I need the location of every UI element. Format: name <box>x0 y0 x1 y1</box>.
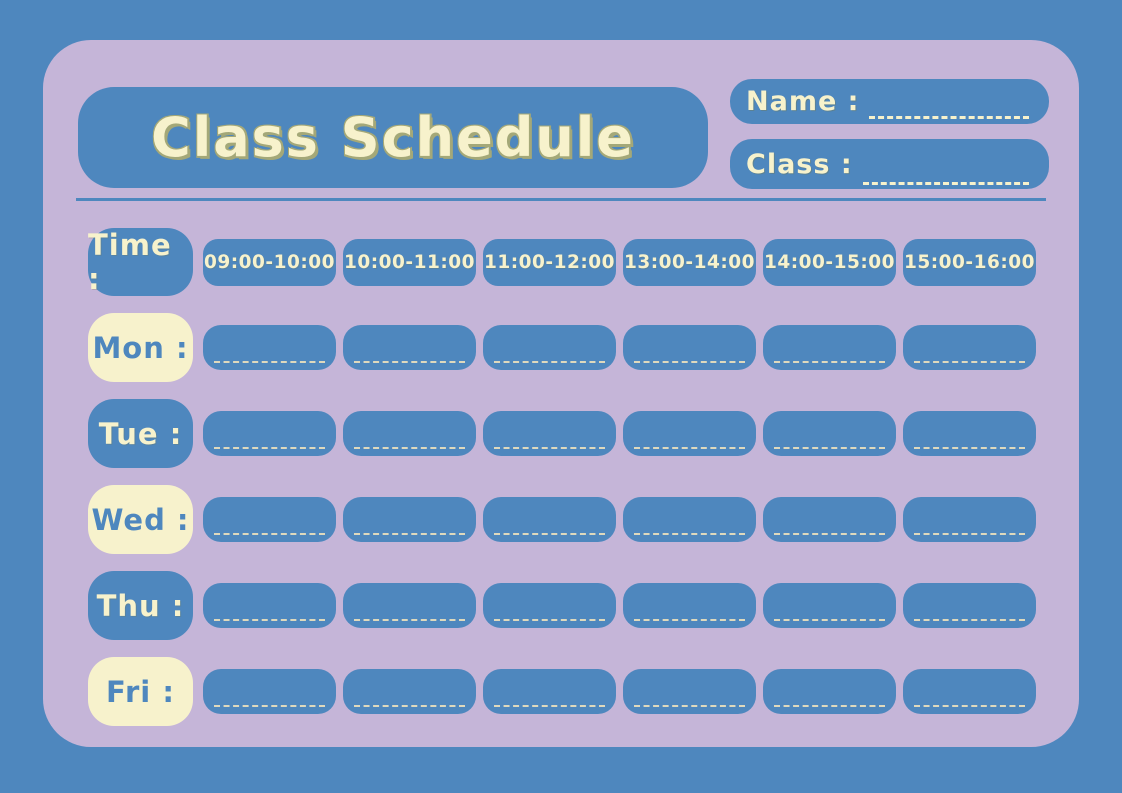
day-row-mon: Mon : <box>88 313 1043 382</box>
cell-write-line <box>634 619 745 621</box>
schedule-grid: Time :09:00-10:00 10:00-11:00 11:00-12:00 1… <box>88 228 1043 743</box>
day-row-thu: Thu : <box>88 571 1043 640</box>
header-divider <box>76 198 1046 201</box>
class-write-line[interactable] <box>862 135 1029 185</box>
schedule-cell[interactable] <box>623 497 756 542</box>
cell-write-line <box>354 619 465 621</box>
name-field[interactable]: Name : <box>730 79 1049 124</box>
schedule-cell[interactable] <box>903 325 1036 370</box>
cell-write-line <box>914 619 1025 621</box>
cell-write-line <box>634 705 745 707</box>
time-slot: 11:00-12:00 <box>483 238 616 286</box>
day-label-fri: Fri : <box>88 657 193 726</box>
day-label-thu: Thu : <box>88 571 193 640</box>
cell-write-line <box>354 447 465 449</box>
schedule-cell[interactable] <box>623 583 756 628</box>
schedule-cell[interactable] <box>763 325 896 370</box>
cell-write-line <box>634 361 745 363</box>
title-box: Class Schedule <box>78 87 708 188</box>
schedule-cell[interactable] <box>203 411 336 456</box>
cell-write-line <box>494 705 605 707</box>
schedule-cell[interactable] <box>903 497 1036 542</box>
cell-write-line <box>634 533 745 535</box>
day-label-tue: Tue : <box>88 399 193 468</box>
schedule-cell[interactable] <box>903 583 1036 628</box>
schedule-cell[interactable] <box>763 411 896 456</box>
cell-write-line <box>494 361 605 363</box>
class-field[interactable]: Class : <box>730 139 1049 189</box>
cell-write-line <box>214 619 325 621</box>
schedule-cell[interactable] <box>343 325 476 370</box>
page-title: Class Schedule <box>151 106 635 169</box>
time-slot: 10:00-11:00 <box>343 238 476 286</box>
cell-write-line <box>494 447 605 449</box>
cell-write-line <box>774 619 885 621</box>
schedule-cell[interactable] <box>483 411 616 456</box>
schedule-cell[interactable] <box>763 583 896 628</box>
cell-write-line <box>774 533 885 535</box>
cell-write-line <box>354 361 465 363</box>
cell-write-line <box>214 705 325 707</box>
day-label-wed: Wed : <box>88 485 193 554</box>
schedule-cell[interactable] <box>343 669 476 714</box>
time-slot: 13:00-14:00 <box>623 238 756 286</box>
schedule-cell[interactable] <box>483 497 616 542</box>
schedule-cell[interactable] <box>763 497 896 542</box>
cell-write-line <box>774 705 885 707</box>
schedule-cell[interactable] <box>483 583 616 628</box>
cell-write-line <box>774 361 885 363</box>
name-write-line[interactable] <box>869 74 1029 119</box>
schedule-cell[interactable] <box>343 411 476 456</box>
schedule-cell[interactable] <box>903 669 1036 714</box>
class-field-label: Class : <box>746 148 853 180</box>
cell-write-line <box>494 533 605 535</box>
schedule-cell[interactable] <box>203 325 336 370</box>
schedule-cell[interactable] <box>203 583 336 628</box>
day-row-wed: Wed : <box>88 485 1043 554</box>
cell-write-line <box>214 447 325 449</box>
schedule-cell[interactable] <box>483 669 616 714</box>
day-row-tue: Tue : <box>88 399 1043 468</box>
time-slot: 15:00-16:00 <box>903 238 1036 286</box>
cell-write-line <box>914 447 1025 449</box>
cell-write-line <box>214 361 325 363</box>
cell-write-line <box>914 705 1025 707</box>
schedule-cell[interactable] <box>903 411 1036 456</box>
schedule-cell[interactable] <box>623 325 756 370</box>
cell-write-line <box>494 619 605 621</box>
name-field-label: Name : <box>746 86 860 117</box>
day-label-mon: Mon : <box>88 313 193 382</box>
schedule-cell[interactable] <box>483 325 616 370</box>
cell-write-line <box>914 361 1025 363</box>
cell-write-line <box>914 533 1025 535</box>
cell-write-line <box>634 447 745 449</box>
schedule-cell[interactable] <box>623 669 756 714</box>
schedule-cell[interactable] <box>343 583 476 628</box>
cell-write-line <box>354 533 465 535</box>
schedule-card: Class Schedule Name : Class : Time :09:0… <box>43 40 1079 747</box>
schedule-cell[interactable] <box>203 669 336 714</box>
schedule-cell[interactable] <box>343 497 476 542</box>
cell-write-line <box>774 447 885 449</box>
day-row-fri: Fri : <box>88 657 1043 726</box>
time-row-label: Time : <box>88 228 193 296</box>
cell-write-line <box>214 533 325 535</box>
time-slot: 09:00-10:00 <box>203 238 336 286</box>
schedule-cell[interactable] <box>203 497 336 542</box>
time-row: Time :09:00-10:00 10:00-11:00 11:00-12:00 1… <box>88 228 1043 296</box>
schedule-cell[interactable] <box>623 411 756 456</box>
time-slot: 14:00-15:00 <box>763 238 896 286</box>
schedule-cell[interactable] <box>763 669 896 714</box>
cell-write-line <box>354 705 465 707</box>
